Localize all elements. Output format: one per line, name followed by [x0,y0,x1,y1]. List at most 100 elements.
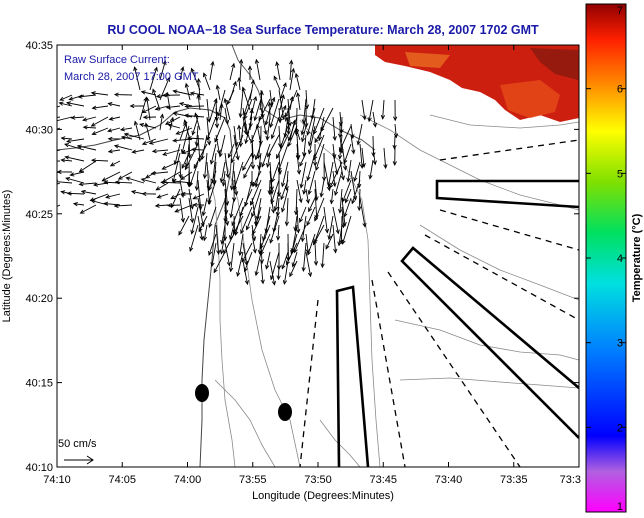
current-vector [229,197,235,219]
current-vector [66,191,85,196]
current-vector [238,89,244,119]
contour [394,319,579,361]
current-vector [64,143,85,151]
current-vector [190,206,199,235]
x-axis-label: Longitude (Degrees:Minutes) [252,490,394,502]
current-vector [359,197,367,228]
scale-arrow-icon [64,455,94,465]
current-vector [238,233,244,257]
current-vector [339,159,345,181]
x-tick-label: 73:35 [500,474,528,486]
current-vector [194,170,200,192]
current-vector [329,188,334,205]
current-vector [368,159,374,180]
current-vector [361,147,366,168]
current-vector [294,72,301,91]
x-tick-label: 73:45 [369,474,397,486]
current-vector [209,97,218,121]
current-vector [170,193,181,200]
current-vector [57,116,73,123]
current-vector [178,215,190,236]
current-vector [344,188,352,204]
current-vector [113,203,133,209]
x-axis: 74:10 74:05 74:00 73:55 73:50 73:45 73:40 73:35… [43,45,581,486]
current-vector [393,99,398,122]
radar-beam-line [299,299,319,467]
radar-beams [299,139,579,467]
current-vector [76,144,97,151]
current-vector [289,59,294,81]
y-axis: 40:35 40:30 40:25 40:20 40:15 40:10 [25,40,579,474]
current-vector [351,179,361,205]
y-tick-label: 40:15 [25,378,53,390]
current-vector [207,170,217,192]
current-vector [184,82,191,101]
current-vector [162,149,181,156]
current-vector [285,116,291,131]
current-vector [119,127,133,132]
current-vector [179,197,185,224]
current-vector [149,66,158,91]
current-vector [249,79,256,101]
current-vector [154,105,169,111]
current-vector [275,61,281,81]
current-vector [188,188,195,210]
current-vector [109,160,121,167]
current-vector [224,242,231,267]
current-vector [300,125,307,143]
current-vector [156,193,169,199]
x-tick-label: 73:3 [560,474,581,486]
current-vector [213,251,226,274]
current-vector [233,134,240,161]
current-vector [192,193,205,200]
current-vector [269,260,276,286]
current-vector [241,86,251,111]
current-vector [57,169,73,175]
current-vector [141,138,157,145]
current-vector [308,197,316,213]
current-vector [154,203,169,208]
current-vector [241,242,253,263]
current-vector [305,251,313,278]
colorbar-label: Temperature (°C) [631,213,643,302]
current-vector [289,119,296,141]
current-vector [261,143,271,168]
current-vector [279,104,287,121]
current-vector [60,158,73,163]
current-vector [273,188,280,212]
current-vector [215,224,221,255]
current-vector [70,115,85,120]
current-vector [269,96,276,111]
current-vector [219,233,226,255]
current-vector [350,123,355,140]
current-vector [240,206,253,235]
current-vector [270,116,280,140]
current-vector [258,98,271,122]
x-tick-label: 73:40 [435,474,463,486]
radar-beam-line [424,234,579,321]
current-vector [144,122,151,141]
current-vector [66,101,85,107]
current-vector [307,125,316,155]
current-vector [227,143,235,159]
current-vector [172,111,193,118]
current-vector [338,111,343,127]
contour [359,114,579,211]
current-vector [77,94,97,99]
current-vector [113,92,133,97]
annotation-raw-current: Raw Surface Current: [64,54,170,66]
current-vector [101,171,121,182]
current-vector [197,197,205,228]
current-vector [223,97,231,121]
current-vector [66,138,85,144]
current-vector [343,197,352,218]
current-vector [372,111,378,128]
current-vector [120,135,133,140]
current-vector [218,134,226,158]
radar-beam-line [371,279,406,467]
current-vector [296,179,303,204]
radar-beam-line [439,139,579,161]
current-vector [133,66,141,91]
current-vector [160,180,181,185]
current-vector [356,123,363,146]
